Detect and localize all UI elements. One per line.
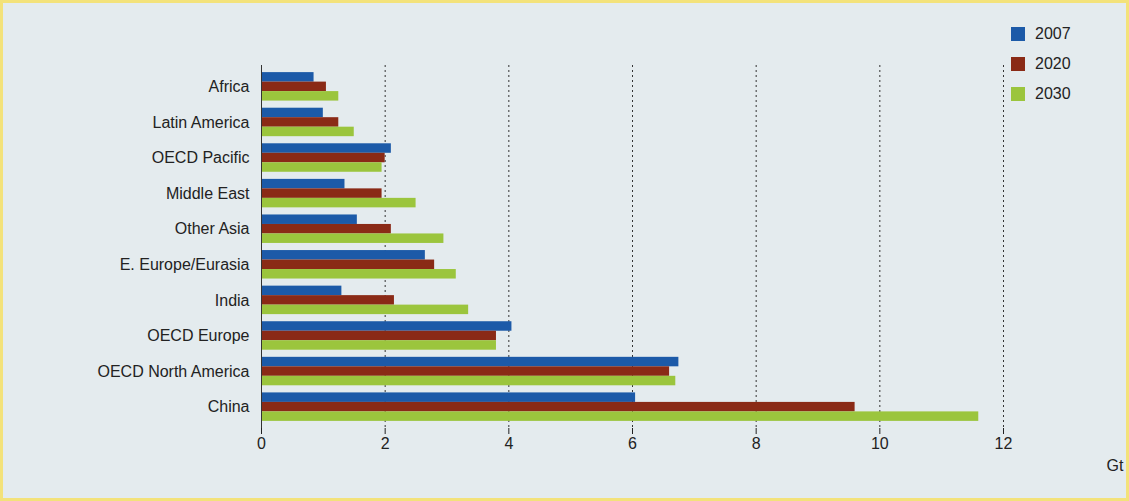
svg-text:India: India [215, 292, 250, 309]
svg-text:Other Asia: Other Asia [175, 220, 250, 237]
svg-text:OECD Europe: OECD Europe [147, 327, 249, 344]
svg-text:6: 6 [628, 435, 637, 452]
svg-text:12: 12 [995, 435, 1013, 452]
svg-text:2: 2 [381, 435, 390, 452]
html-text:2020: 2020 [1035, 55, 1071, 72]
svg-text:OECD Pacific: OECD Pacific [152, 149, 250, 166]
html-text:2007: 2007 [1035, 25, 1071, 42]
svg-text:OECD North America: OECD North America [97, 363, 249, 380]
html-text:2030: 2030 [1035, 85, 1071, 102]
svg-text:10: 10 [871, 435, 889, 452]
svg-text:Middle East: Middle East [166, 185, 250, 202]
svg-text:8: 8 [752, 435, 761, 452]
svg-text:4: 4 [504, 435, 513, 452]
svg-text:Latin America: Latin America [153, 114, 250, 131]
svg-text:E. Europe/Eurasia: E. Europe/Eurasia [120, 256, 250, 273]
svg-text:0: 0 [257, 435, 266, 452]
svg-text:Africa: Africa [209, 78, 250, 95]
svg-text:China: China [208, 398, 250, 415]
svg-text:Gt: Gt [1107, 457, 1124, 474]
